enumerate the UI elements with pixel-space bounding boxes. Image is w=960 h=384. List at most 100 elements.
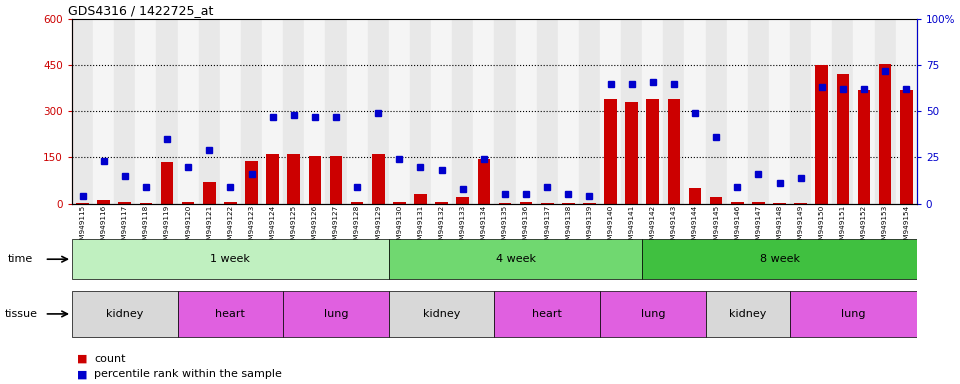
Bar <box>178 19 199 204</box>
Bar <box>752 202 765 204</box>
Bar <box>811 19 832 204</box>
Bar <box>393 202 406 204</box>
Bar <box>498 203 512 204</box>
Bar <box>389 19 410 204</box>
Bar <box>540 203 554 204</box>
Bar <box>329 156 343 204</box>
Bar <box>156 19 178 204</box>
Bar <box>558 19 579 204</box>
Bar <box>135 19 156 204</box>
Bar <box>853 19 875 204</box>
Bar <box>519 202 533 204</box>
Bar <box>769 19 790 204</box>
Bar <box>857 90 871 204</box>
Bar <box>642 239 917 280</box>
Bar <box>431 19 452 204</box>
Bar <box>410 19 431 204</box>
Text: 8 week: 8 week <box>759 254 800 264</box>
Text: tissue: tissue <box>5 309 37 319</box>
Bar <box>347 19 368 204</box>
Bar <box>646 99 660 204</box>
Bar <box>93 19 114 204</box>
Bar <box>456 197 469 204</box>
Bar <box>790 19 811 204</box>
Bar <box>72 239 389 280</box>
Bar <box>199 19 220 204</box>
Bar <box>684 19 706 204</box>
Bar <box>477 159 491 204</box>
Bar <box>727 19 748 204</box>
Bar <box>266 154 279 204</box>
Bar <box>160 162 174 204</box>
Text: ■: ■ <box>77 354 91 364</box>
Bar <box>452 19 473 204</box>
Bar <box>97 200 110 204</box>
Text: heart: heart <box>215 309 246 319</box>
Bar <box>642 19 663 204</box>
Bar <box>600 291 706 337</box>
Bar <box>368 19 389 204</box>
Text: GDS4316 / 1422725_at: GDS4316 / 1422725_at <box>68 3 213 17</box>
Bar <box>621 19 642 204</box>
Text: kidney: kidney <box>107 309 143 319</box>
Bar <box>537 19 558 204</box>
Bar <box>220 19 241 204</box>
Bar <box>283 19 304 204</box>
Bar <box>875 19 896 204</box>
Bar <box>139 203 153 204</box>
Text: lung: lung <box>324 309 348 319</box>
Bar <box>600 19 621 204</box>
Text: count: count <box>94 354 126 364</box>
Bar <box>667 99 681 204</box>
Text: percentile rank within the sample: percentile rank within the sample <box>94 369 282 379</box>
Text: heart: heart <box>532 309 563 319</box>
Bar <box>896 19 917 204</box>
Bar <box>435 202 448 204</box>
Bar <box>663 19 684 204</box>
Bar <box>76 203 89 204</box>
Text: time: time <box>8 254 33 264</box>
Bar <box>794 203 807 204</box>
Text: kidney: kidney <box>423 309 460 319</box>
Bar <box>731 202 744 204</box>
Bar <box>815 65 828 204</box>
Bar <box>389 291 494 337</box>
Bar <box>516 19 537 204</box>
Text: 1 week: 1 week <box>210 254 251 264</box>
Bar <box>773 203 786 204</box>
Bar <box>604 99 617 204</box>
Bar <box>579 19 600 204</box>
Text: lung: lung <box>841 309 866 319</box>
Bar <box>181 202 195 204</box>
Bar <box>308 156 322 204</box>
Bar <box>203 182 216 204</box>
Bar <box>878 64 892 204</box>
Text: ■: ■ <box>77 369 91 379</box>
Bar <box>494 291 600 337</box>
Bar <box>72 19 93 204</box>
Bar <box>372 154 385 204</box>
Bar <box>583 203 596 204</box>
Bar <box>709 197 723 204</box>
Bar <box>688 188 702 204</box>
Text: 4 week: 4 week <box>495 254 536 264</box>
Text: kidney: kidney <box>730 309 766 319</box>
Bar <box>625 102 638 204</box>
Bar <box>389 239 642 280</box>
Bar <box>494 19 516 204</box>
Bar <box>836 74 850 204</box>
Bar <box>706 19 727 204</box>
Bar <box>900 90 913 204</box>
Bar <box>790 291 917 337</box>
Bar <box>245 161 258 204</box>
Bar <box>350 202 364 204</box>
Text: lung: lung <box>640 309 665 319</box>
Bar <box>748 19 769 204</box>
Bar <box>473 19 494 204</box>
Bar <box>114 19 135 204</box>
Bar <box>562 203 575 204</box>
Bar <box>832 19 853 204</box>
Bar <box>283 291 389 337</box>
Bar <box>414 194 427 204</box>
Bar <box>706 291 790 337</box>
